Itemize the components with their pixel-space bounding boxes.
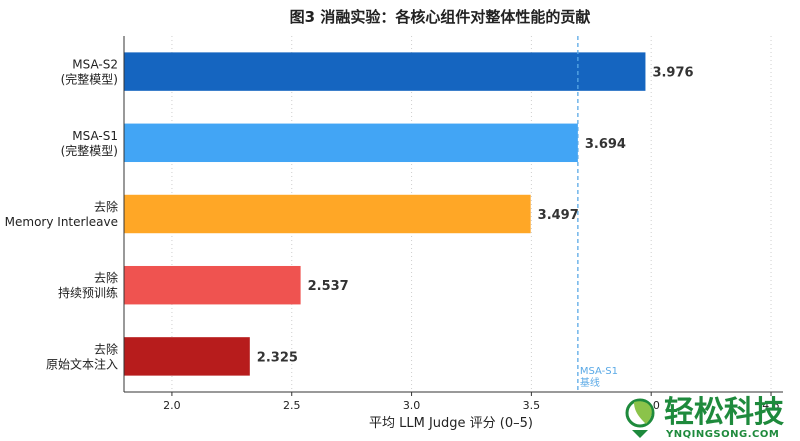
watermark-logo: 轻松科技 YNQINGSONG.COM	[625, 395, 784, 440]
y-category-label-line: 去除	[94, 199, 118, 214]
x-tick-label: 4.5	[762, 399, 780, 412]
reference-line-label-line: 基线	[580, 376, 600, 389]
bar	[124, 337, 250, 376]
x-tick-label: 3.5	[523, 399, 541, 412]
y-category-label: 去除持续预训练	[58, 270, 118, 300]
x-tick-label: 3.0	[403, 399, 421, 412]
y-category-label-line: 原始文本注入	[46, 356, 118, 371]
y-category-label-line: 去除	[94, 270, 118, 285]
y-category-label-line: Memory Interleave	[5, 215, 118, 229]
x-tick-label: 2.5	[283, 399, 301, 412]
grid-lines	[171, 36, 772, 392]
y-category-label-line: MSA-S2	[72, 58, 118, 72]
bar	[124, 52, 646, 91]
bar-value-label: 2.325	[257, 350, 298, 365]
bar-value-label: 3.497	[538, 208, 579, 223]
y-category-label: 去除 Memory Interleave	[5, 199, 118, 229]
bar-value-label: 2.537	[308, 279, 349, 294]
y-category-label: 去除原始文本注入	[46, 341, 118, 371]
y-category-label-line: (完整模型)	[61, 143, 118, 158]
x-tick-label: 2.0	[163, 399, 181, 412]
y-category-label: MSA-S2 (完整模型)	[61, 58, 118, 87]
chart-title: 图3 消融实验：各核心组件对整体性能的贡献	[290, 8, 591, 26]
bar	[124, 123, 578, 163]
y-category-label: MSA-S1 (完整模型)	[61, 129, 118, 158]
bars: 3.976 3.694 3.497 2.537 2.325 MSA-S1 基线	[124, 36, 694, 392]
bar	[124, 194, 531, 234]
reference-line-label-line: MSA-S1	[580, 366, 618, 377]
bar-value-label: 3.694	[585, 137, 626, 152]
x-axis-label: 平均 LLM Judge 评分 (0–5)	[369, 416, 533, 431]
reference-line-label: MSA-S1 基线	[580, 366, 618, 389]
leaf-globe-logo-icon	[625, 398, 655, 438]
watermark-text-en: YNQINGSONG.COM	[665, 429, 779, 440]
y-category-label-line: 去除	[94, 341, 118, 356]
bar-value-label: 3.976	[652, 66, 693, 81]
y-category-label-line: (完整模型)	[61, 72, 118, 87]
watermark-text-cn: 轻松科技	[664, 395, 784, 430]
y-category-label-line: MSA-S1	[72, 129, 118, 143]
y-category-label-line: 持续预训练	[58, 285, 118, 300]
bar	[124, 265, 301, 305]
